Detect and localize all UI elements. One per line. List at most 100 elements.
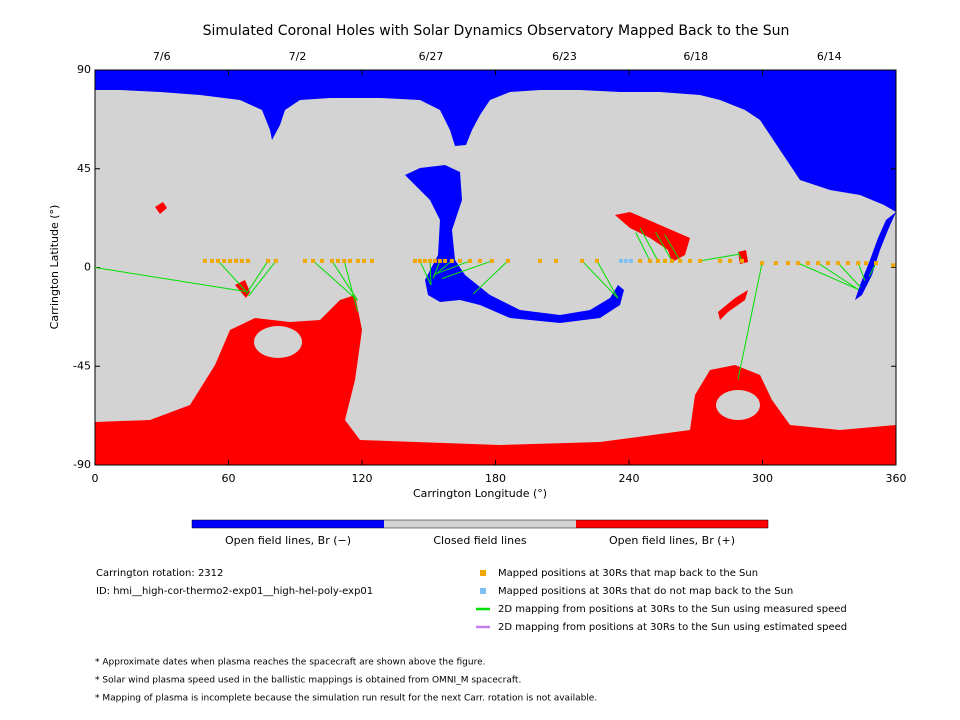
mapped-point (417, 258, 422, 263)
mapped-point (773, 261, 778, 266)
mapped-point (687, 258, 692, 263)
mapped-point (477, 258, 482, 263)
mapped-point (647, 258, 652, 263)
mapping-line (429, 260, 432, 286)
colorbar-segment (384, 520, 576, 528)
x-axis-label: Carrington Longitude (°) (413, 487, 547, 500)
mapped-point (355, 258, 360, 263)
mapping-line (435, 260, 471, 275)
colorbar-frame (191, 519, 769, 529)
mapping-line (857, 262, 866, 281)
mapped-point (594, 258, 599, 263)
mapped-point (816, 261, 821, 266)
mapped-point (629, 258, 634, 263)
mapped-point (370, 258, 375, 263)
y-tick-label: -90 (73, 458, 91, 471)
mapping-line (217, 260, 247, 292)
top-tick-label: 6/14 (817, 50, 842, 63)
x-tick-label: 300 (752, 472, 773, 485)
mapped-point (489, 258, 494, 263)
mapped-point (740, 258, 745, 263)
mapped-point (728, 258, 733, 263)
y-tick-label: 0 (84, 261, 91, 274)
colorbar-segment (192, 520, 384, 528)
mapping-line (248, 260, 277, 297)
mapped-point (698, 258, 703, 263)
mapped-point (239, 258, 244, 263)
y-tick-label: -45 (73, 359, 91, 372)
legend-marker (480, 588, 486, 594)
mapping-line (664, 234, 681, 262)
mapped-point (805, 261, 810, 266)
mapped-point (623, 258, 628, 263)
negative-open-region (95, 70, 896, 212)
mapped-point (554, 258, 559, 263)
mapped-point (796, 261, 801, 266)
mapped-point (678, 258, 683, 263)
colorbar-label: Open field lines, Br (−) (225, 534, 351, 547)
mapped-point (329, 258, 334, 263)
mapped-point (210, 258, 215, 263)
top-tick-label: 6/27 (419, 50, 444, 63)
legend-marker (480, 570, 486, 576)
mapping-line (737, 263, 763, 380)
mapped-point (428, 258, 433, 263)
mapped-point (836, 261, 841, 266)
mapping-line (639, 227, 659, 262)
mapped-point (246, 258, 251, 263)
mapped-point (273, 258, 278, 263)
y-tick-label: 45 (77, 162, 91, 175)
footnote: * Approximate dates when plasma reaches … (95, 658, 486, 668)
mapped-point (342, 258, 347, 263)
run-info: ID: hmi__high-cor-thermo2-exp01__high-he… (96, 586, 373, 597)
closed-field-region (716, 390, 760, 420)
mapping-line (312, 260, 358, 301)
mapping-line (868, 262, 877, 277)
mapped-point (266, 258, 271, 263)
mapping-line (596, 260, 619, 299)
mapped-point (442, 258, 447, 263)
mapped-point (319, 258, 324, 263)
mapped-point (437, 258, 442, 263)
mapping-line (655, 232, 673, 262)
mapped-point (618, 258, 623, 263)
legend-label: 2D mapping from positions at 30Rs to the… (498, 604, 847, 615)
mapping-line (817, 262, 859, 290)
mapped-point (216, 258, 221, 263)
x-tick-label: 60 (222, 472, 236, 485)
mapped-point (505, 258, 510, 263)
mapping-line (581, 260, 619, 299)
top-tick-label: 7/2 (289, 50, 307, 63)
mapped-point (222, 258, 227, 263)
mapped-point (873, 261, 878, 266)
mapped-point (786, 261, 791, 266)
negative-open-region (855, 212, 896, 300)
mapped-point (663, 258, 668, 263)
mapped-point (891, 263, 896, 268)
mapping-line (94, 267, 247, 293)
mapped-point (580, 258, 585, 263)
mapping-line (441, 260, 493, 279)
mapping-line (472, 260, 509, 295)
positive-open-region (155, 202, 167, 214)
mapped-point (412, 258, 417, 263)
mapped-point (202, 258, 207, 263)
mapped-point (432, 258, 437, 263)
x-tick-label: 120 (352, 472, 373, 485)
legend-label: 2D mapping from positions at 30Rs to the… (498, 622, 847, 633)
negative-open-region (405, 165, 624, 323)
mapping-line (700, 253, 739, 262)
legend-label: Mapped positions at 30Rs that map back t… (498, 568, 758, 579)
mapped-point (718, 258, 723, 263)
footnote: * Solar wind plasma speed used in the ba… (95, 676, 521, 686)
colorbar-label: Closed field lines (433, 534, 527, 547)
colorbar-label: Open field lines, Br (+) (609, 534, 735, 547)
mapped-point (655, 258, 660, 263)
coronal-map (95, 70, 896, 465)
footnote: * Mapping of plasma is incomplete becaus… (95, 694, 597, 704)
colorbar-segment (576, 520, 768, 528)
x-tick-label: 240 (619, 472, 640, 485)
mapped-point (760, 261, 765, 266)
mapped-point (234, 258, 239, 263)
